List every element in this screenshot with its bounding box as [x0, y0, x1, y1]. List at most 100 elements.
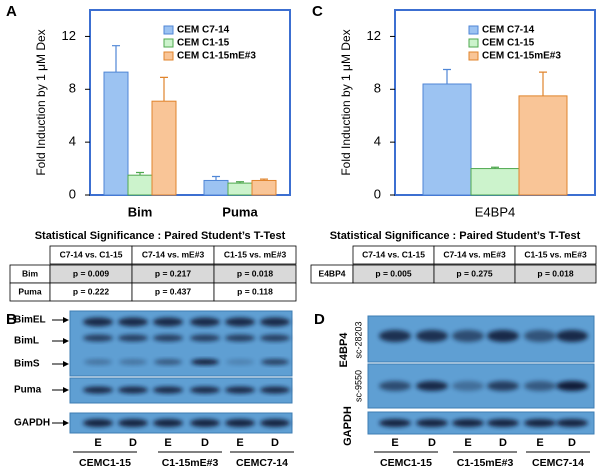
- blot-band: [556, 381, 588, 391]
- group-label: C1-15mE#3: [457, 457, 514, 469]
- blot-band: [524, 419, 556, 427]
- blot-band: [153, 386, 183, 394]
- lane-label: D: [568, 437, 576, 449]
- lane-label: E: [94, 437, 101, 449]
- bar: [251, 179, 277, 196]
- x-tick-label: Bim: [128, 204, 153, 219]
- error-bar: [112, 45, 120, 73]
- blot-band: [487, 330, 519, 342]
- y-tick-label: 4: [69, 134, 76, 149]
- blot-band: [556, 330, 588, 342]
- blot-band: [452, 419, 484, 427]
- blot-band: [260, 317, 290, 327]
- bar: [127, 174, 153, 196]
- blot-band: [84, 359, 112, 365]
- legend-label: CEM C7-14: [482, 25, 535, 36]
- blot-band: [260, 334, 290, 342]
- group-label: CEMC7-14: [532, 457, 584, 469]
- blot-band: [416, 381, 448, 391]
- legend-swatch: [468, 38, 479, 48]
- table-value: p = 0.275: [456, 268, 492, 278]
- blot-band: [83, 386, 113, 394]
- bar: [470, 168, 520, 196]
- error-bar: [236, 181, 244, 184]
- legend-swatch: [468, 25, 479, 35]
- table-value: p = 0.005: [375, 268, 411, 278]
- bar: [422, 83, 472, 196]
- blot-band: [379, 381, 411, 391]
- blot-band: [153, 334, 183, 342]
- blot-band: [190, 386, 220, 394]
- legend-swatch: [468, 51, 479, 61]
- band-label: BimEL: [14, 315, 46, 326]
- blot-band: [487, 381, 519, 391]
- legend-label: CEM C1-15: [482, 38, 535, 49]
- blot-band: [260, 419, 290, 427]
- blot-band: [556, 419, 588, 427]
- bar: [227, 182, 253, 196]
- plot-frame: [89, 9, 291, 196]
- blot-band: [225, 419, 255, 427]
- y-tick-label: 0: [374, 186, 381, 201]
- y-tick-label: 12: [62, 28, 76, 43]
- row-label: Bim: [22, 268, 39, 278]
- table-header: C7-14 vs. mE#3: [142, 249, 205, 259]
- blot-band: [118, 317, 148, 327]
- lane-label: D: [499, 437, 507, 449]
- band-label: BimL: [14, 336, 39, 347]
- row-label: Puma: [18, 286, 41, 296]
- table-header: C7-14 vs. C1-15: [60, 249, 123, 259]
- blot-band: [379, 330, 411, 342]
- antibody-label: sc-28203: [353, 321, 363, 358]
- blot-band: [416, 419, 448, 427]
- lane-label: E: [164, 437, 171, 449]
- lane-label: E: [391, 437, 398, 449]
- blot-band: [190, 317, 220, 327]
- blot-band: [379, 419, 411, 427]
- table-title: Statistical Significance : Paired Studen…: [330, 230, 581, 242]
- y-axis-label: Fold Induction by 1 μM Dex: [339, 29, 353, 175]
- table-value: p = 0.018: [237, 268, 273, 278]
- table-cell: [514, 264, 597, 284]
- table-header: C1-15 vs. mE#3: [224, 249, 287, 259]
- group-label: CEMC7-14: [236, 457, 288, 469]
- group-label: C1-15mE#3: [162, 457, 219, 469]
- blot-band: [452, 330, 484, 342]
- table-value: p = 0.018: [537, 268, 573, 278]
- bar: [151, 100, 177, 196]
- blot-band: [225, 317, 255, 327]
- group-label: CEMC1-15: [79, 457, 131, 469]
- table-cell: [213, 245, 297, 265]
- table-cell: [213, 282, 297, 302]
- band-label: Puma: [14, 385, 42, 396]
- blot-band: [154, 359, 182, 365]
- y-axis-label: Fold Induction by 1 μM Dex: [34, 29, 48, 175]
- lane-label: E: [536, 437, 543, 449]
- bar: [518, 95, 568, 196]
- lane-label: E: [236, 437, 243, 449]
- legend-swatch: [163, 51, 174, 61]
- blot-band: [416, 330, 448, 342]
- table-header: C7-14 vs. C1-15: [362, 249, 425, 259]
- error-bar: [160, 76, 168, 102]
- blot-band: [190, 334, 220, 342]
- legend-label: CEM C1-15mE#3: [482, 51, 561, 62]
- table-value: p = 0.217: [155, 268, 191, 278]
- blot-band: [83, 317, 113, 327]
- error-bar: [212, 175, 220, 181]
- blot-band: [226, 359, 254, 365]
- protein-label: E4BP4: [338, 332, 350, 368]
- table-header: C7-14 vs. mE#3: [443, 249, 506, 259]
- table-header: C1-15 vs. mE#3: [524, 249, 587, 259]
- blot-band: [191, 359, 219, 365]
- legend-label: CEM C1-15: [177, 38, 230, 49]
- table-value: p = 0.437: [155, 286, 191, 296]
- x-tick-label: Puma: [222, 204, 258, 219]
- lane-label: D: [271, 437, 279, 449]
- blot-band: [524, 381, 556, 391]
- bar: [203, 179, 229, 196]
- y-tick-label: 8: [69, 81, 76, 96]
- blot-band: [225, 334, 255, 342]
- table-value: p = 0.222: [73, 286, 109, 296]
- y-tick-label: 0: [69, 186, 76, 201]
